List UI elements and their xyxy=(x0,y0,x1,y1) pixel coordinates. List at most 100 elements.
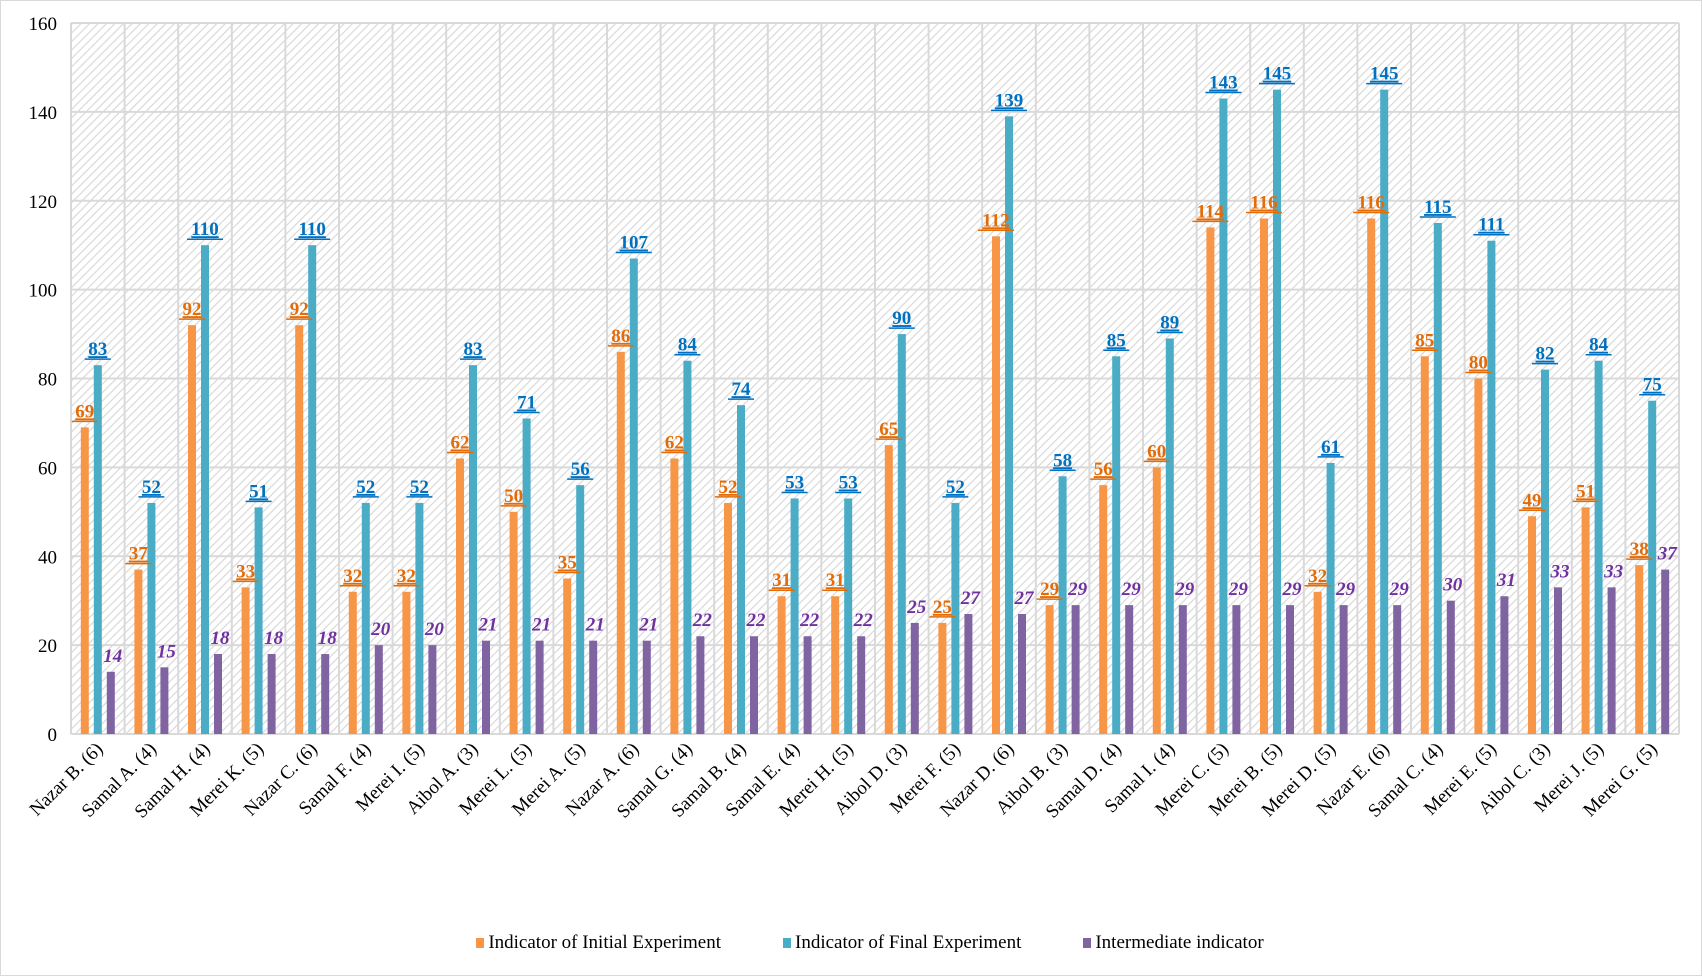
data-label-initial: 62 xyxy=(451,432,470,453)
x-axis: Nazar B. (6)Samal A. (4)Samal H. (4)Mere… xyxy=(26,739,1662,823)
bar-intermediate xyxy=(750,636,758,734)
bar-intermediate xyxy=(589,640,598,734)
bar-initial xyxy=(134,569,143,734)
data-label-intermediate: 33 xyxy=(1550,561,1570,582)
data-label-initial: 52 xyxy=(719,477,738,498)
data-label-initial: 33 xyxy=(236,561,255,582)
bar-intermediate xyxy=(1071,605,1080,734)
legend-item-final[interactable]: Indicator of Final Experiment xyxy=(783,932,1021,954)
data-label-initial: 60 xyxy=(1147,441,1166,462)
data-label-initial: 92 xyxy=(183,299,202,320)
bar-intermediate xyxy=(803,636,812,734)
legend: Indicator of Initial Experiment Indicato… xyxy=(19,931,1702,955)
data-label-initial: 51 xyxy=(1576,481,1595,502)
data-label-initial: 25 xyxy=(933,597,952,618)
y-tick-label: 40 xyxy=(38,547,57,568)
bar-initial xyxy=(563,578,572,734)
data-label-initial: 49 xyxy=(1523,490,1542,511)
data-label-final: 52 xyxy=(142,477,161,498)
bar-final xyxy=(1273,89,1281,734)
data-label-intermediate: 21 xyxy=(638,615,658,636)
bar-initial xyxy=(295,325,304,734)
data-label-initial: 80 xyxy=(1469,353,1488,374)
data-label-intermediate: 30 xyxy=(1442,575,1463,596)
bar-intermediate xyxy=(857,636,866,734)
data-label-final: 83 xyxy=(464,339,483,360)
data-label-initial: 114 xyxy=(1197,201,1225,222)
bar-final xyxy=(1433,222,1442,734)
data-label-intermediate: 27 xyxy=(1014,588,1036,609)
data-label-final: 89 xyxy=(1160,313,1179,334)
data-label-final: 85 xyxy=(1107,330,1126,351)
data-label-intermediate: 29 xyxy=(1121,579,1142,600)
legend-item-initial[interactable]: Indicator of Initial Experiment xyxy=(476,932,721,954)
data-label-intermediate: 22 xyxy=(692,610,713,631)
bar-intermediate xyxy=(160,667,169,734)
data-label-initial: 38 xyxy=(1630,539,1649,560)
bar-intermediate xyxy=(1018,614,1026,734)
data-label-initial: 62 xyxy=(665,432,684,453)
data-label-intermediate: 31 xyxy=(1496,570,1516,591)
data-label-initial: 31 xyxy=(772,570,791,591)
data-label-initial: 50 xyxy=(504,486,523,507)
bar-initial xyxy=(938,622,947,734)
bar-intermediate xyxy=(1178,605,1187,734)
y-tick-label: 160 xyxy=(29,14,58,35)
bar-intermediate xyxy=(696,636,705,734)
data-label-intermediate: 22 xyxy=(853,610,874,631)
bar-initial xyxy=(1635,565,1644,734)
data-label-final: 75 xyxy=(1643,375,1662,396)
bar-final xyxy=(629,258,638,734)
bar-final xyxy=(522,418,531,734)
bar-initial xyxy=(80,427,89,734)
gridlines xyxy=(70,22,1680,735)
bar-final xyxy=(1594,360,1603,734)
data-label-final: 139 xyxy=(995,90,1024,111)
bar-final xyxy=(576,485,585,734)
data-label-intermediate: 29 xyxy=(1389,579,1410,600)
bar-initial xyxy=(1528,516,1536,734)
data-label-initial: 92 xyxy=(290,299,309,320)
bar-final xyxy=(1219,98,1228,734)
y-tick-label: 0 xyxy=(48,725,58,746)
data-label-final: 51 xyxy=(249,481,268,502)
data-label-final: 84 xyxy=(1589,335,1609,356)
data-label-initial: 116 xyxy=(1357,193,1384,214)
bar-intermediate xyxy=(964,614,973,734)
bar-final xyxy=(683,360,692,734)
data-label-final: 145 xyxy=(1370,64,1399,85)
bar-intermediate xyxy=(1125,605,1134,734)
bar-intermediate xyxy=(214,654,222,734)
data-label-intermediate: 18 xyxy=(318,628,338,649)
bar-final xyxy=(951,502,960,734)
bar-initial xyxy=(1099,485,1108,734)
bar-initial xyxy=(188,325,196,734)
data-label-intermediate: 21 xyxy=(531,615,551,636)
data-label-final: 53 xyxy=(785,472,804,493)
data-label-final: 143 xyxy=(1209,73,1238,94)
bar-intermediate xyxy=(1661,569,1670,734)
bar-final xyxy=(844,498,853,734)
bar-final xyxy=(93,365,102,734)
bar-initial xyxy=(1152,467,1161,734)
data-labels: 69 83 14 37 52 15 92 110 18 33 51 18 92 110 18 32 52 20 32… xyxy=(71,64,1678,667)
legend-item-intermediate[interactable]: Intermediate indicator xyxy=(1083,932,1264,954)
data-label-intermediate: 29 xyxy=(1335,579,1356,600)
data-label-intermediate: 29 xyxy=(1174,579,1195,600)
data-label-initial: 69 xyxy=(75,401,94,422)
y-tick-label: 60 xyxy=(38,458,57,479)
data-label-initial: 32 xyxy=(1308,566,1327,587)
data-label-final: 82 xyxy=(1536,344,1555,365)
bar-final xyxy=(897,334,906,734)
legend-swatch-initial xyxy=(476,938,485,948)
data-label-final: 83 xyxy=(88,339,107,360)
bar-final xyxy=(1380,89,1389,734)
data-label-final: 84 xyxy=(678,335,698,356)
data-label-initial: 112 xyxy=(982,210,1009,231)
data-label-final: 52 xyxy=(356,477,375,498)
bar-final xyxy=(415,502,424,734)
bar-intermediate xyxy=(321,654,330,734)
bar-initial xyxy=(724,502,732,734)
bar-initial xyxy=(831,596,840,734)
data-label-final: 71 xyxy=(517,392,536,413)
